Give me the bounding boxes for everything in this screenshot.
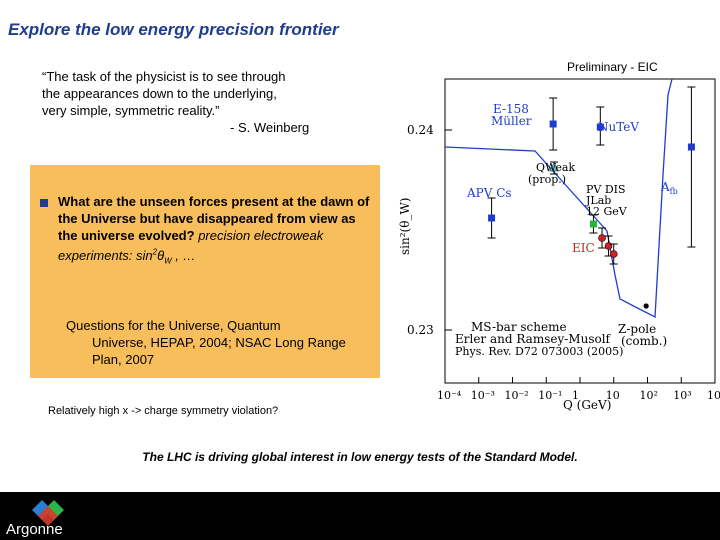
label-eic: EIC <box>572 241 595 255</box>
point-e158 <box>549 120 557 128</box>
footer-bar <box>0 492 720 540</box>
weinberg-quote: “The task of the physicist is to see thr… <box>42 68 362 136</box>
y-tick-023: 0.23 <box>407 323 434 337</box>
weak-mixing-angle-chart: Preliminary - EIC 0.24 0.23 sin²(θ_W) 10… <box>398 60 720 412</box>
label-muller: Müller <box>491 114 532 128</box>
label-12gev: 12 GeV <box>586 205 628 218</box>
bullet-superscript: 2 <box>152 248 158 257</box>
x-tick-label: 10³ <box>673 389 691 402</box>
y-tick-024: 0.24 <box>407 123 434 137</box>
label-comb: (comb.) <box>621 334 667 348</box>
point-nutev <box>596 123 604 131</box>
quote-attribution: - S. Weinberg <box>230 120 310 135</box>
highlight-box: What are the unseen forces present at th… <box>30 165 380 378</box>
bullet-question: What are the unseen forces present at th… <box>58 194 370 243</box>
x-tick-labels: 10⁻⁴ 10⁻³ 10⁻² 10⁻¹ 1 10 10² 10³ 10⁴ <box>437 389 720 402</box>
point-eic <box>609 250 618 258</box>
chart-title: Preliminary - EIC <box>567 60 658 74</box>
argonne-logo: Argonne <box>6 500 64 538</box>
bullet-subscript: W <box>164 256 172 266</box>
x-tick-label: 10² <box>640 389 658 402</box>
point-zpole <box>643 303 649 309</box>
x-axis-label: Q (GeV) <box>563 398 611 412</box>
quote-line-3: very simple, symmetric reality.” <box>42 103 220 118</box>
label-qweak: QWeak <box>536 161 575 174</box>
label-afb-sub: fb <box>670 187 678 196</box>
label-physrev: Phys. Rev. D72 073003 (2005) <box>455 345 623 358</box>
point-eic <box>598 234 606 242</box>
label-jlab: JLab <box>585 194 611 207</box>
bullet-italic-text: precision electroweak experiments: sin2θ… <box>58 228 324 266</box>
label-nutev: NuTeV <box>598 120 639 134</box>
label-afb-main: A <box>660 180 670 194</box>
bullet-italic-main: precision electroweak experiments: sin <box>58 228 324 264</box>
label-prop: (prop.) <box>528 173 566 186</box>
point-pvdis <box>589 220 597 228</box>
x-tick-label: 10 <box>606 389 620 402</box>
label-msbar: MS-bar scheme <box>471 320 567 334</box>
axis-ticks <box>444 129 716 383</box>
slide-title: Explore the low energy precision frontie… <box>8 20 339 39</box>
x-tick-label: 10⁻³ <box>471 389 495 402</box>
questions-rest: Universe, HEPAP, 2004; NSAC Long Range P… <box>92 335 346 367</box>
label-pvdis: PV DIS <box>586 183 626 196</box>
questions-reference: Questions for the Universe, Quantum Univ… <box>66 317 366 368</box>
bullet-tail: , … <box>171 248 196 264</box>
point-qweak <box>549 162 559 172</box>
data-points <box>487 86 696 309</box>
bullet-text: What are the unseen forces present at th… <box>58 193 374 270</box>
argonne-logo-icon <box>32 500 64 526</box>
bullet-theta: θ <box>157 248 165 264</box>
label-apvcs: APV Cs <box>466 186 512 200</box>
label-zpole: Z-pole <box>618 322 656 336</box>
quote-line-1: “The task of the physicist is to see thr… <box>42 69 286 84</box>
x-tick-label: 1 <box>572 389 579 402</box>
x-tick-label: 10⁻² <box>505 389 529 402</box>
argonne-logo-text: Argonne <box>6 521 63 538</box>
point-afb <box>687 143 695 151</box>
note-text: Relatively high x -> charge symmetry vio… <box>48 405 279 417</box>
running-curve <box>444 78 673 319</box>
bullet-square-icon <box>40 199 48 207</box>
y-axis-label: sin²(θ_W) <box>398 198 412 255</box>
footer-statement: The LHC is driving global interest in lo… <box>142 450 578 464</box>
quote-line-2: the appearances down to the underlying, <box>42 86 277 101</box>
x-tick-label: 10⁻¹ <box>538 389 562 402</box>
point-apv-cs <box>488 214 496 222</box>
x-tick-label: 10⁴ <box>707 389 720 402</box>
x-tick-label: 10⁻⁴ <box>437 389 462 402</box>
label-afb: Afb <box>660 180 678 196</box>
label-erler: Erler and Ramsey-Musolf <box>455 332 612 346</box>
label-e158: E-158 <box>493 102 529 116</box>
questions-line-1: Questions for the Universe, Quantum <box>66 318 281 333</box>
